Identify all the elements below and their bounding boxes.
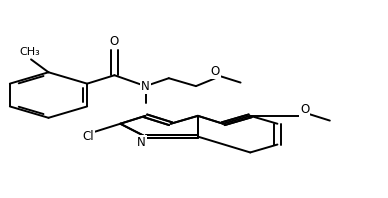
Text: O: O xyxy=(211,65,220,78)
Text: N: N xyxy=(141,80,150,93)
Text: CH₃: CH₃ xyxy=(19,48,40,57)
Text: Cl: Cl xyxy=(82,130,94,143)
Text: O: O xyxy=(110,35,119,48)
Text: N: N xyxy=(137,136,146,149)
Text: O: O xyxy=(300,103,309,116)
